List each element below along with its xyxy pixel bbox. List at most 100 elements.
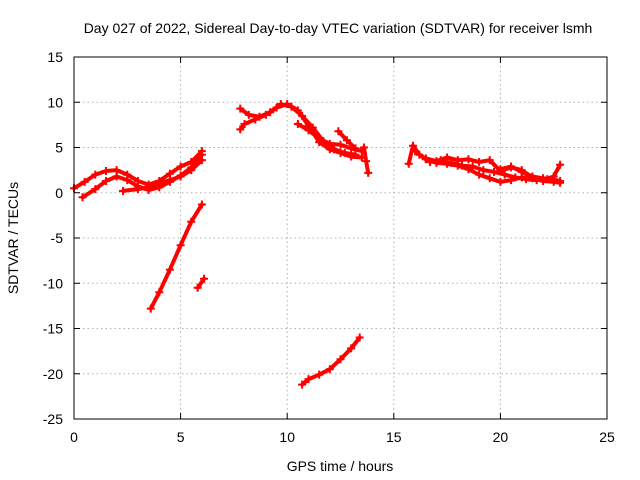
data-point [144,183,153,192]
data-point [176,162,185,171]
data-point [266,108,275,117]
data-point [500,170,509,179]
data-point [236,125,245,134]
data-point [315,370,324,379]
data-point [549,175,558,184]
data-point [308,123,317,132]
x-tick-label: 10 [279,429,295,445]
y-tick-label: 10 [47,94,63,110]
data-point [336,140,345,149]
data-point [453,156,462,165]
data-point [464,155,473,164]
x-tick-label: 25 [599,429,615,445]
data-point [475,157,484,166]
y-tick-label: -10 [43,275,63,291]
data-point [123,176,132,185]
x-tick-label: 0 [70,429,78,445]
data-point [315,134,324,143]
data-point [556,178,565,187]
x-tick-label: 5 [177,429,185,445]
data-point [176,241,185,250]
data-point [197,200,206,209]
data-point [475,170,484,179]
data-point [359,143,368,152]
y-axis-label: SDTVAR / TECUs [5,182,21,294]
data-point [351,144,360,153]
data-point [293,119,302,128]
data-point [91,185,100,194]
data-point [362,157,371,166]
y-tick-label: -15 [43,321,63,337]
series-layer [70,100,565,389]
tick-layer: 0 5 10 15 20 25 -25 -20 -15 -10 -5 0 5 10 15 [43,49,615,445]
x-axis-label: GPS time / hours [287,458,394,474]
y-tick-label: -20 [43,366,63,382]
x-tick-label: 20 [493,429,509,445]
data-point [342,136,351,145]
data-point [276,100,285,109]
data-point [556,160,565,169]
data-point [528,172,537,181]
data-point [347,344,356,353]
data-point [507,162,516,171]
data-point [165,265,174,274]
data-point [119,186,128,195]
data-point [325,365,334,374]
data-point [91,170,100,179]
data-point [404,159,413,168]
data-point [364,168,373,177]
data-point [355,333,364,342]
data-point [325,139,334,148]
data-point [165,176,174,185]
data-point [176,172,185,181]
data-point [155,288,164,297]
y-tick-label: -25 [43,411,63,427]
data-point [421,154,430,163]
data-point [408,141,417,150]
data-point [146,304,155,313]
y-tick-label: 0 [55,185,63,201]
data-point [330,145,339,154]
data-point [304,375,313,384]
y-tick-label: 15 [47,49,63,65]
data-point [197,156,206,165]
data-point [101,167,110,176]
y-tick-label: 5 [55,140,63,156]
data-point [485,174,494,183]
data-point [411,147,420,156]
data-point [236,104,245,113]
data-point [244,110,253,119]
series-arc-4 [148,202,204,311]
data-point [240,119,249,128]
data-point [496,165,505,174]
data-point [432,157,441,166]
data-point [517,167,526,176]
data-point [78,193,87,202]
y-tick-label: -5 [51,230,64,246]
data-point [539,174,548,183]
data-point [496,177,505,186]
data-point [133,185,142,194]
data-point [193,283,202,292]
x-tick-label: 15 [386,429,402,445]
data-point [112,172,121,181]
data-point [187,217,196,226]
data-point [255,112,264,121]
data-point [464,165,473,174]
data-point [200,274,209,283]
data-point [155,179,164,188]
data-point [334,127,343,136]
data-point [298,380,307,389]
data-point [507,176,516,185]
data-point [479,166,488,175]
data-point [340,148,349,157]
data-point [485,156,494,165]
chart-title: Day 027 of 2022, Sidereal Day-to-day VTE… [84,20,593,36]
data-point [80,177,89,186]
data-point [187,166,196,175]
series-arc-5 [195,276,207,290]
data-point [287,102,296,111]
data-point [298,111,307,120]
